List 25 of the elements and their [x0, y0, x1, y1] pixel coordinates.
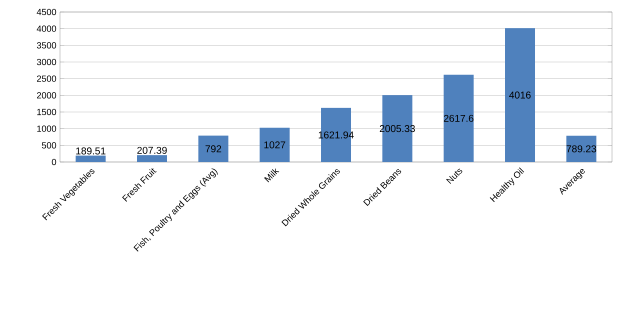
data-label: 4016: [509, 92, 531, 99]
bar: [566, 136, 596, 162]
y-tick-label: 2000: [36, 92, 56, 99]
bar: [505, 28, 536, 162]
bar: [260, 128, 290, 162]
y-tick-label: 0: [52, 158, 56, 166]
y-tick-label: 1500: [37, 108, 56, 116]
y-tick-label: 500: [42, 142, 56, 149]
y-tick-label: 2500: [36, 75, 56, 82]
y-tick-label: 1000: [37, 125, 56, 132]
bar: [198, 136, 228, 162]
x-tick-label: Milk: [264, 168, 280, 182]
y-tick-label: 4500: [36, 8, 56, 16]
data-label: 207.39: [137, 146, 167, 154]
bar: [137, 155, 168, 162]
data-label: 189.51: [76, 147, 106, 154]
y-tick-label: 4000: [36, 25, 56, 32]
data-label: 1027: [264, 141, 286, 148]
data-label: 792: [206, 145, 222, 152]
bar: [76, 156, 106, 162]
bar: [444, 74, 474, 162]
data-label: 789.23: [566, 145, 596, 152]
y-tick-label: 3000: [36, 58, 56, 66]
y-tick-label: 3500: [36, 42, 56, 49]
data-label: 2617.6: [444, 114, 474, 122]
